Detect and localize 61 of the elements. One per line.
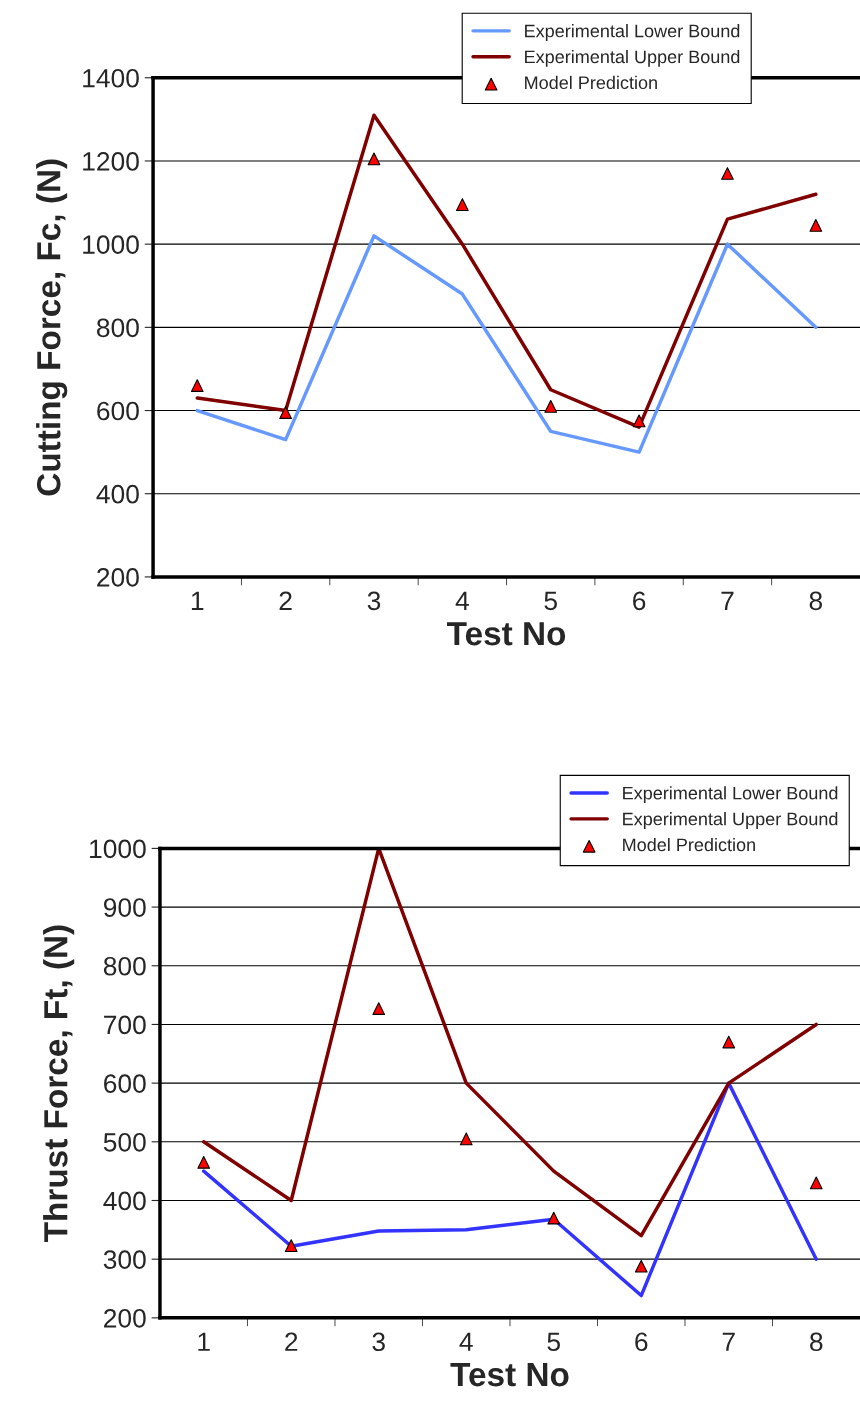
line-series: [195, 113, 818, 429]
x-tick-label: 2: [279, 591, 292, 610]
x-tick-label: 3: [372, 1332, 385, 1352]
legend-label: Experimental Upper Bound: [525, 49, 740, 67]
y-tick-label: 300: [103, 1250, 146, 1269]
point: [809, 219, 823, 232]
legend-label: Experimental Lower Bound: [623, 786, 838, 804]
x-tick-label: 8: [809, 591, 823, 611]
legend-label: Experimental Lower Bound: [525, 24, 740, 41]
point: [455, 198, 469, 211]
y-tick-label: 1000: [83, 235, 139, 254]
line-series: [195, 234, 818, 454]
point: [190, 379, 204, 392]
point: [632, 414, 646, 428]
y-tick-label: 900: [103, 898, 146, 917]
x-axis-title: Test No: [447, 622, 566, 646]
y-tick-label: 1000: [90, 839, 146, 859]
y-tick-label: 600: [97, 401, 139, 421]
point: [279, 406, 292, 419]
point: [372, 1002, 386, 1015]
x-tick-label: 6: [633, 591, 646, 611]
y-tick-label: 200: [97, 568, 139, 587]
point: [367, 152, 381, 166]
point: [284, 1239, 298, 1253]
x-tick-label: 5: [544, 591, 557, 611]
x-tick-label: 3: [367, 591, 381, 611]
y-tick-label: 400: [96, 484, 139, 504]
line-series: [201, 1081, 818, 1298]
y-tick-label: 400: [103, 1191, 146, 1211]
x-tick-label: 2: [285, 1332, 298, 1351]
y-axis-title: Cutting Force, Fc, (N): [36, 159, 68, 496]
point: [459, 1132, 473, 1146]
x-tick-label: 7: [721, 591, 734, 610]
x-tick-label: 1: [198, 1332, 210, 1351]
y-tick-label: 1200: [83, 152, 139, 171]
point: [634, 1259, 648, 1273]
point: [721, 167, 734, 180]
y-tick-label: 700: [104, 1015, 146, 1035]
y-tick-label: 200: [104, 1308, 146, 1328]
x-axis-title: Test No: [450, 1363, 569, 1387]
legend-label: Model Prediction: [525, 75, 657, 90]
legend-label: Model Prediction: [623, 837, 755, 852]
x-tick-label: 5: [547, 1332, 560, 1352]
legend-label: Experimental Upper Bound: [623, 812, 838, 829]
point: [722, 1035, 736, 1049]
x-tick-label: 6: [635, 1332, 648, 1352]
x-tick-label: 4: [459, 1332, 473, 1351]
x-tick-label: 7: [722, 1332, 735, 1351]
y-tick-label: 500: [103, 1132, 146, 1152]
point: [547, 1211, 561, 1225]
y-axis-title: Thrust Force, Ft, (N): [43, 925, 75, 1242]
point: [809, 1176, 823, 1190]
y-tick-label: 600: [104, 1074, 146, 1093]
point: [197, 1155, 211, 1169]
y-tick-label: 800: [103, 956, 146, 976]
y-tick-label: 800: [97, 318, 139, 338]
point: [544, 400, 558, 413]
y-tick-label: 1400: [83, 68, 139, 88]
x-tick-label: 4: [455, 591, 469, 610]
x-tick-label: 8: [810, 1332, 823, 1352]
x-tick-label: 1: [191, 591, 204, 610]
